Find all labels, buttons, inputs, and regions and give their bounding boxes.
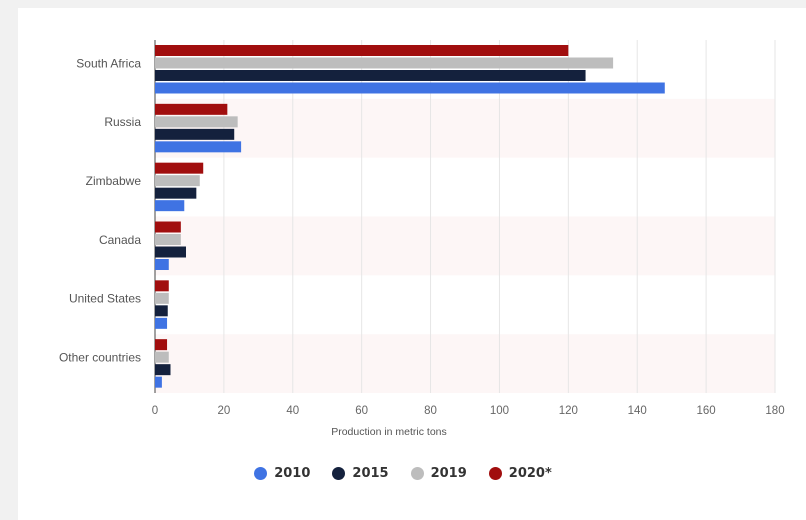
legend-label: 2019 — [430, 466, 467, 481]
bar-2010-south-africa — [155, 82, 665, 94]
bar-2020-russia — [155, 103, 228, 115]
bar-2019-zimbabwe — [155, 175, 200, 187]
category-label: Canada — [99, 233, 141, 247]
bar-2020-south-africa — [155, 45, 569, 56]
x-tick-label: 140 — [628, 405, 647, 417]
bar-2020-united-states — [155, 280, 169, 292]
chart-legend: 2010 2015 2019 2020* — [0, 466, 806, 481]
bar-2019-canada — [155, 234, 181, 245]
bar-2010-russia — [155, 141, 242, 153]
x-tick-label: 160 — [697, 405, 716, 417]
bar-2015-other-countries — [155, 364, 171, 376]
legend-item[interactable]: 2015 — [332, 466, 389, 481]
category-label: United States — [69, 292, 141, 306]
legend-swatch — [254, 467, 268, 480]
category-band — [155, 216, 775, 276]
x-tick-label: 120 — [559, 405, 578, 417]
bar-2020-other-countries — [155, 339, 168, 351]
bar-2015-south-africa — [155, 70, 586, 81]
category-band — [155, 334, 775, 393]
bar-chart: 0 20 40 60 80 100 120 140 160 180 South Africa Russ… — [59, 40, 785, 438]
category-band — [155, 98, 775, 158]
legend-label: 2010 — [274, 466, 311, 481]
bar-2020-canada — [155, 221, 181, 233]
bar-2019-russia — [155, 116, 238, 128]
x-tick-label: 20 — [217, 405, 230, 417]
bar-2019-united-states — [155, 292, 169, 304]
bar-2019-other-countries — [155, 351, 169, 363]
x-tick-label: 60 — [355, 405, 368, 417]
legend-item[interactable]: 2020* — [488, 466, 552, 481]
x-axis-title: Production in metric tons — [331, 426, 447, 438]
legend-swatch — [488, 467, 502, 480]
bar-2020-zimbabwe — [155, 162, 204, 174]
bar-2010-other-countries — [155, 376, 162, 388]
legend-swatch — [410, 467, 424, 480]
x-tick-label: 40 — [286, 405, 299, 417]
legend-item[interactable]: 2010 — [254, 466, 310, 481]
x-tick-label: 100 — [490, 405, 509, 417]
bar-2019-south-africa — [155, 57, 614, 69]
bar-2010-zimbabwe — [155, 200, 185, 212]
bar-2015-united-states — [155, 305, 168, 317]
bar-2010-canada — [155, 259, 169, 270]
legend-item[interactable]: 2019 — [410, 466, 467, 481]
bar-2015-zimbabwe — [155, 187, 197, 199]
bar-2015-canada — [155, 246, 186, 258]
category-label: Zimbabwe — [86, 174, 142, 188]
category-label: Russia — [104, 115, 141, 129]
legend-label: 2015 — [352, 466, 389, 481]
x-tick-label: 80 — [424, 405, 437, 417]
category-label: South Africa — [76, 56, 141, 70]
x-tick-label: 180 — [765, 405, 784, 417]
legend-swatch — [332, 467, 346, 480]
bar-2010-united-states — [155, 317, 168, 329]
category-label: Other countries — [59, 350, 141, 364]
legend-label: 2020* — [508, 466, 552, 481]
x-tick-label: 0 — [152, 405, 158, 417]
bar-2015-russia — [155, 128, 235, 140]
